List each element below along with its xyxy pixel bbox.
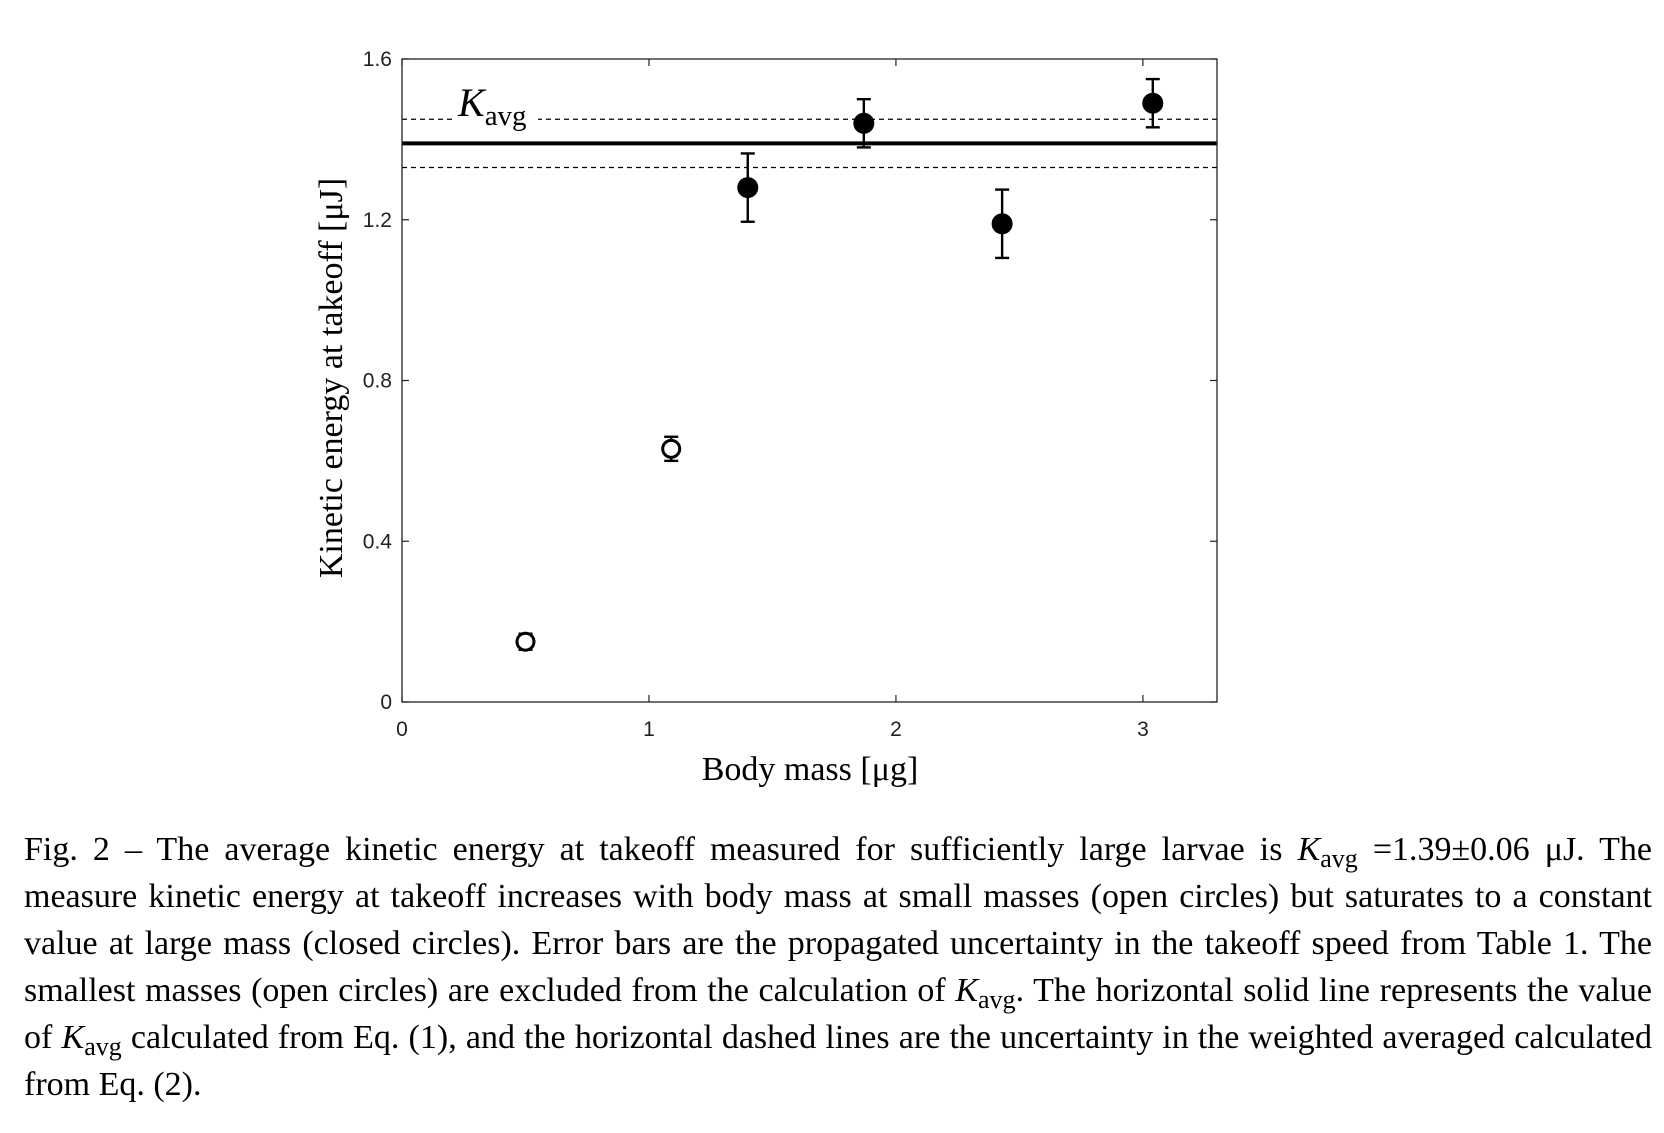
caption-part-3: . The horizontal solid line represents t… bbox=[24, 972, 1653, 1056]
caption-sub-1: avg bbox=[1320, 844, 1358, 873]
y-tick-label: 0.4 bbox=[363, 530, 393, 553]
axes: 0 1 2 3 0 0.4 0.8 1.2 1.6 bbox=[363, 48, 1218, 741]
x-tick-label: 0 bbox=[396, 718, 408, 741]
open-circle-point bbox=[661, 438, 682, 459]
y-tick-label: 0.8 bbox=[363, 370, 392, 393]
caption-part-1: Fig. 2 – The average kinetic energy at t… bbox=[24, 831, 1298, 868]
caption-k-2: K bbox=[955, 972, 979, 1009]
chart: 0 1 2 3 0 0.4 0.8 1.2 1.6 Body mass [μg] Kinetic… bbox=[313, 48, 1218, 788]
x-axis-title: Body mass [μg] bbox=[702, 751, 919, 788]
caption-sub-2: avg bbox=[978, 985, 1016, 1014]
y-tick-label: 1.6 bbox=[363, 48, 392, 71]
chart-svg: 0 1 2 3 0 0.4 0.8 1.2 1.6 Body mass [μg] Kinetic… bbox=[313, 48, 1218, 788]
x-tick-label: 3 bbox=[1137, 718, 1149, 741]
caption-sub-3: avg bbox=[84, 1032, 122, 1061]
caption-part-2: =1.39±0.06 μJ. The measure kinetic energ… bbox=[24, 831, 1652, 1009]
x-tick-label: 1 bbox=[643, 718, 655, 741]
kavg-label-k: K bbox=[457, 80, 487, 125]
caption-k-3: K bbox=[61, 1019, 85, 1056]
plot-frame bbox=[401, 58, 1218, 703]
reference-lines bbox=[402, 86, 1217, 169]
open-circle-point bbox=[515, 631, 536, 652]
data-points bbox=[515, 77, 1164, 652]
kavg-label-sub: avg bbox=[485, 100, 527, 132]
figure-caption: Fig. 2 – The average kinetic energy at t… bbox=[24, 826, 1652, 1108]
y-tick-label: 0 bbox=[380, 691, 392, 714]
kavg-label-backdrop bbox=[454, 86, 538, 128]
x-tick-label: 2 bbox=[890, 718, 902, 741]
filled-circle-point bbox=[737, 177, 759, 199]
filled-circle-point bbox=[1142, 92, 1164, 114]
y-axis-title: Kinetic energy at takeoff [μJ] bbox=[313, 178, 350, 578]
kavg-label: Kavg bbox=[457, 80, 527, 132]
caption-k-1: K bbox=[1297, 831, 1321, 868]
filled-circle-point bbox=[991, 213, 1013, 235]
caption-part-4: calculated from Eq. (1), and the horizon… bbox=[24, 1019, 1652, 1103]
y-tick-label: 1.2 bbox=[363, 209, 392, 232]
filled-circle-point bbox=[853, 112, 875, 134]
